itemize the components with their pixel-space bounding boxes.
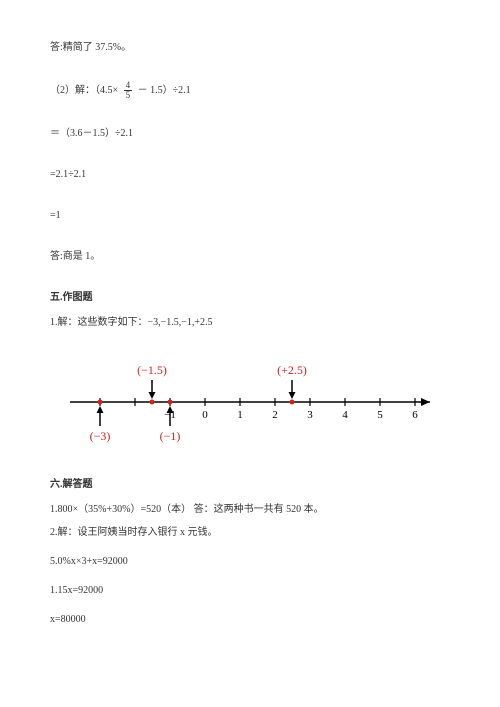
number-line-svg: −10123456(−3)(−1.5)(−1)(+2.5) [70, 344, 450, 454]
svg-text:(−1.5): (−1.5) [137, 363, 167, 377]
step-2: =2.1÷2.1 [50, 167, 450, 182]
eq-1: 5.0%x×3+x=92000 [50, 554, 450, 569]
svg-text:5: 5 [377, 409, 383, 421]
svg-text:(+2.5): (+2.5) [277, 363, 307, 377]
problem-2-line1: （2）解：（4.5× 4 5 － 1.5）÷2.1 [50, 81, 450, 100]
problem-5-1: 1.解：这些数字如下：−3,−1.5,−1,+2.5 [50, 315, 450, 330]
answer-quotient: 答:商是 1。 [50, 249, 450, 264]
svg-text:1: 1 [237, 409, 243, 421]
fraction-den: 5 [124, 91, 133, 100]
problem-6-2: 2.解：设王阿姨当时存入银行 x 元钱。 [50, 525, 450, 540]
section-6-title: 六.解答题 [50, 477, 450, 492]
step-3: =1 [50, 208, 450, 223]
eq-3: x=80000 [50, 612, 450, 627]
number-line-diagram: −10123456(−3)(−1.5)(−1)(+2.5) [70, 344, 450, 459]
step-1: ＝（3.6－1.5）÷2.1 [50, 126, 450, 141]
svg-text:(−1): (−1) [160, 429, 181, 443]
answer-simplify: 答:精简了 37.5%。 [50, 40, 450, 55]
p2-part-a: （2）解：（4.5× [50, 85, 118, 96]
svg-text:4: 4 [342, 409, 348, 421]
section-5-title: 五.作图题 [50, 290, 450, 305]
fraction-4-5: 4 5 [124, 81, 133, 100]
svg-text:3: 3 [307, 409, 313, 421]
eq-2: 1.15x=92000 [50, 583, 450, 598]
svg-text:0: 0 [202, 409, 208, 421]
svg-text:6: 6 [412, 409, 418, 421]
problem-6-1: 1.800×（35%+30%）=520（本） 答：这两种书一共有 520 本。 [50, 502, 450, 517]
svg-text:2: 2 [272, 409, 278, 421]
p2-part-b: － 1.5）÷2.1 [138, 85, 191, 96]
svg-text:(−3): (−3) [90, 429, 111, 443]
